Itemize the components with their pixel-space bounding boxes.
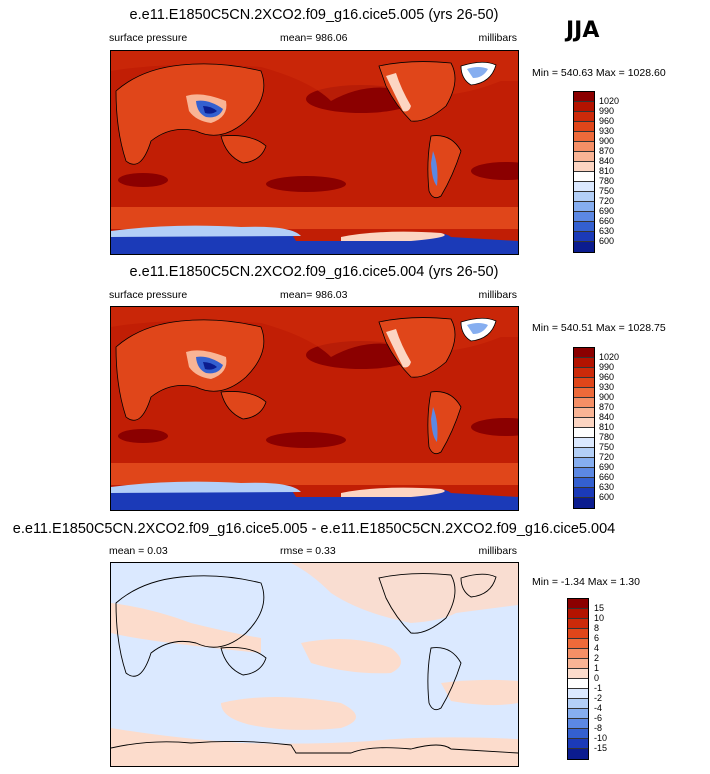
south-atlantic-west-high <box>118 173 168 187</box>
cb3-tick: -8 <box>594 723 603 733</box>
cb1-tick: 630 <box>599 226 615 236</box>
cb2-tick: 690 <box>599 462 615 472</box>
panel3-center-label: rmse = 0.33 <box>280 545 336 557</box>
panel2-colorbar <box>573 347 595 509</box>
cb3-tick: 0 <box>594 673 600 683</box>
eurasia-africa-land <box>115 63 265 165</box>
cb3-tick: -1 <box>594 683 603 693</box>
cb3-tick: 8 <box>594 623 600 633</box>
cb2-tick: 630 <box>599 482 615 492</box>
cb3-tick: -2 <box>594 693 603 703</box>
cb3-tick: 4 <box>594 643 600 653</box>
cb1-tick: 990 <box>599 106 615 116</box>
panel3-left-label: mean = 0.03 <box>109 545 168 557</box>
cb2-tick: 720 <box>599 452 615 462</box>
panel3-minmax: Min = -1.34 Max = 1.30 <box>532 576 640 588</box>
south-atlantic-high <box>471 162 518 180</box>
australia-land <box>220 135 267 164</box>
season-label: JJA <box>566 18 600 43</box>
cb3-tick: -15 <box>594 743 608 753</box>
cb3-tick: -6 <box>594 713 603 723</box>
cb2-tick: 960 <box>599 372 615 382</box>
cb2-tick: 990 <box>599 362 615 372</box>
southern-ocean-band <box>111 207 518 229</box>
panel3-map <box>110 562 519 767</box>
cb1-tick: 960 <box>599 116 615 126</box>
cb1-tick: 810 <box>599 166 615 176</box>
panel2-map <box>110 306 519 511</box>
cb2-tick: 900 <box>599 392 615 402</box>
cb2-tick: 1020 <box>599 352 620 362</box>
panel1-map <box>110 50 519 255</box>
cb1-tick: 930 <box>599 126 615 136</box>
panel3-right-label: millibars <box>478 545 517 557</box>
cb1-tick: 840 <box>599 156 615 166</box>
panel1-colorbar <box>573 91 595 253</box>
south-indian-high <box>266 176 346 192</box>
cb2-tick: 780 <box>599 432 615 442</box>
panel1-minmax: Min = 540.63 Max = 1028.60 <box>532 67 666 79</box>
cb3-tick: 6 <box>594 633 600 643</box>
panel1-center-label: mean= 986.06 <box>280 32 348 44</box>
panel2-left-label: surface pressure <box>109 289 188 301</box>
cb1-tick: 690 <box>599 206 615 216</box>
cb2-tick: 810 <box>599 422 615 432</box>
cb3-tick: 10 <box>594 613 605 623</box>
panel2-right-label: millibars <box>478 289 517 301</box>
cb2-tick: 870 <box>599 402 615 412</box>
panel2-center-label: mean= 986.03 <box>280 289 348 301</box>
panel2-title: e.e11.E1850C5CN.2XCO2.f09_g16.cice5.004 … <box>129 264 499 280</box>
cb1-tick: 660 <box>599 216 615 226</box>
panel1-title: e.e11.E1850C5CN.2XCO2.f09_g16.cice5.005 … <box>129 7 499 23</box>
cb1-tick: 870 <box>599 146 615 156</box>
cb1-tick: 720 <box>599 196 615 206</box>
cb1-tick: 750 <box>599 186 615 196</box>
cb3-tick: 2 <box>594 653 600 663</box>
cb2-tick: 840 <box>599 412 615 422</box>
cb2-tick: 600 <box>599 492 615 502</box>
cb1-tick: 600 <box>599 236 615 246</box>
cb1-tick: 780 <box>599 176 615 186</box>
cb2-tick: 750 <box>599 442 615 452</box>
panel3-colorbar <box>567 598 589 760</box>
cb3-tick: -10 <box>594 733 608 743</box>
cb3-tick: 1 <box>594 663 600 673</box>
cb1-tick: 1020 <box>599 96 620 106</box>
cb3-tick: 15 <box>594 603 605 613</box>
panel2-minmax: Min = 540.51 Max = 1028.75 <box>532 322 666 334</box>
cb1-tick: 900 <box>599 136 615 146</box>
panel1-right-label: millibars <box>478 32 517 44</box>
panel1-left-label: surface pressure <box>109 32 188 44</box>
cb3-tick: -4 <box>594 703 603 713</box>
panel3-title: e.e11.E1850C5CN.2XCO2.f09_g16.cice5.005 … <box>12 521 616 537</box>
north-america-land <box>378 61 456 122</box>
cb2-tick: 660 <box>599 472 615 482</box>
cb2-tick: 930 <box>599 382 615 392</box>
